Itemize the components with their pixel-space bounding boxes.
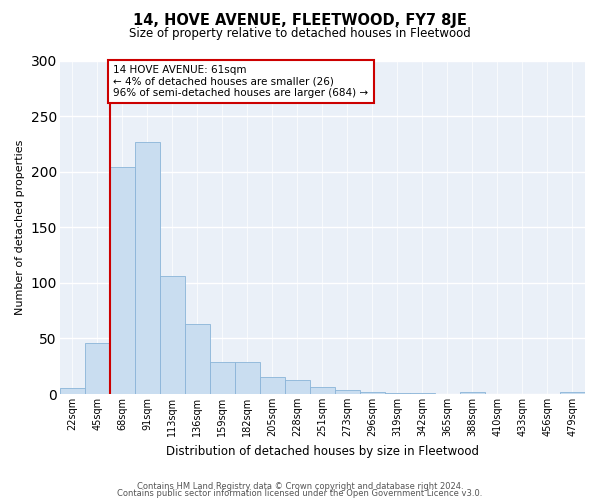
Bar (560, 392, 585, 394)
Bar (110, 167, 135, 394)
Text: Contains public sector information licensed under the Open Government Licence v3: Contains public sector information licen… (118, 490, 482, 498)
Bar (385, 393, 410, 394)
X-axis label: Distribution of detached houses by size in Fleetwood: Distribution of detached houses by size … (166, 444, 479, 458)
Bar (360, 392, 385, 394)
Y-axis label: Number of detached properties: Number of detached properties (15, 140, 25, 315)
Text: 14, HOVE AVENUE, FLEETWOOD, FY7 8JE: 14, HOVE AVENUE, FLEETWOOD, FY7 8JE (133, 12, 467, 28)
Bar (135, 142, 160, 394)
Bar (185, 324, 210, 394)
Bar (335, 390, 360, 394)
Text: Contains HM Land Registry data © Crown copyright and database right 2024.: Contains HM Land Registry data © Crown c… (137, 482, 463, 491)
Bar (60, 388, 85, 394)
Bar (85, 343, 110, 394)
Bar (460, 392, 485, 394)
Text: 14 HOVE AVENUE: 61sqm
← 4% of detached houses are smaller (26)
96% of semi-detac: 14 HOVE AVENUE: 61sqm ← 4% of detached h… (113, 65, 368, 98)
Bar (210, 362, 235, 394)
Bar (310, 388, 335, 394)
Bar (235, 362, 260, 394)
Bar (285, 380, 310, 394)
Text: Size of property relative to detached houses in Fleetwood: Size of property relative to detached ho… (129, 28, 471, 40)
Bar (410, 393, 435, 394)
Bar (160, 276, 185, 394)
Bar (260, 378, 285, 394)
